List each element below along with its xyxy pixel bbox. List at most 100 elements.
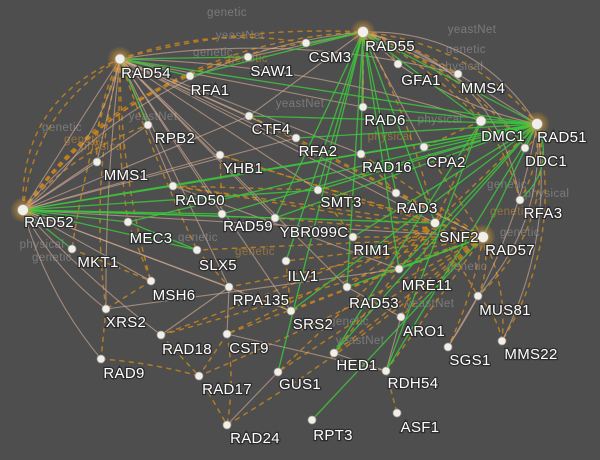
label-CTF4: CTF4 [252, 121, 291, 138]
node-MSH6[interactable] [146, 276, 156, 286]
label-RAD17: RAD17 [202, 381, 252, 398]
edge-RAD52-RAD18 [22, 209, 162, 336]
node-RAD6[interactable] [358, 102, 368, 112]
edge-RAD51-YBR099C [274, 123, 538, 219]
node-CTF4[interactable] [244, 111, 254, 121]
node-MUS81[interactable] [473, 291, 483, 301]
edge-RAD52-RAD50 [22, 185, 174, 211]
node-SAW1[interactable] [243, 52, 253, 62]
edge-MSH6-XRS2 [105, 280, 152, 310]
edge-type-label: genetic [178, 232, 218, 244]
edge-GUS1-RAD24 [226, 371, 279, 426]
node-YBR099C[interactable] [270, 213, 280, 223]
node-CPA2[interactable] [419, 142, 429, 152]
node-RDH54[interactable] [381, 366, 391, 376]
node-RAD59[interactable] [217, 209, 227, 219]
edge-RAD9-RAD17 [100, 358, 200, 377]
edge-RAD54-CSM3 [119, 36, 307, 60]
node-RIM1[interactable] [348, 232, 358, 242]
edge-RAD57-RFA2 [295, 137, 484, 238]
node-SRS2[interactable] [286, 306, 296, 316]
node-DDC1[interactable] [520, 143, 530, 153]
edge-RAD55-SMT3 [317, 31, 364, 191]
edge-RAD57-ILV1 [285, 236, 484, 262]
edge-type-label: physical [81, 141, 126, 153]
label-SMT3: SMT3 [320, 194, 361, 211]
label-RAD24: RAD24 [230, 430, 280, 447]
node-SLX5[interactable] [192, 245, 202, 255]
node-RPB2[interactable] [143, 120, 153, 130]
node-ARO1[interactable] [396, 312, 406, 322]
label-GUS1: GUS1 [279, 376, 321, 393]
edge-MUS81-MMS22 [477, 295, 503, 342]
node-SGS1[interactable] [443, 342, 453, 352]
edge-RAD55-SNF2 [362, 31, 436, 224]
edge-RAD52-MEC3 [22, 209, 129, 223]
node-RFA2[interactable] [291, 133, 301, 143]
node-RAD57[interactable] [477, 231, 489, 243]
node-RFA1[interactable] [185, 71, 195, 81]
node-RAD17[interactable] [194, 371, 204, 381]
node-RAD50[interactable] [168, 181, 178, 191]
edge-RAD55-RAD51 [362, 31, 538, 125]
node-RFA3[interactable] [515, 195, 525, 205]
node-DMC1[interactable] [475, 115, 487, 127]
node-RAD51[interactable] [531, 118, 543, 130]
edge-RAD52-MSH6 [22, 209, 152, 282]
label-RAD57: RAD57 [485, 242, 535, 259]
edge-RAD54-RAD16 [119, 58, 362, 155]
edge-RAD51-RAD16 [360, 123, 538, 155]
edge-SNF2-HED1 [333, 222, 436, 354]
node-SNF2[interactable] [430, 218, 440, 228]
node-RPT3[interactable] [307, 415, 317, 425]
node-RAD3[interactable] [391, 188, 401, 198]
edge-RAD51-MMS4 [457, 73, 538, 125]
node-MRE11[interactable] [394, 264, 404, 274]
edge-RAD51-GFA1 [397, 63, 538, 125]
node-RAD52[interactable] [17, 204, 29, 216]
node-GFA1[interactable] [393, 59, 403, 69]
edge-RAD52-RAD9 [22, 209, 102, 360]
node-RAD54[interactable] [114, 53, 126, 65]
label-MRE11: MRE11 [402, 277, 452, 294]
node-ILV1[interactable] [281, 256, 291, 266]
node-SMT3[interactable] [313, 185, 323, 195]
label-RFA1: RFA1 [191, 82, 230, 99]
edge-SNF2-GUS1 [277, 222, 436, 373]
node-MMS1[interactable] [92, 157, 102, 167]
node-XRS2[interactable] [101, 304, 111, 314]
edge-type-label: genetic [329, 316, 369, 328]
edge-RAD51-MMS22 [501, 123, 546, 342]
node-ASF1[interactable] [392, 408, 402, 418]
node-GUS1[interactable] [273, 367, 283, 377]
label-ILV1: ILV1 [288, 268, 319, 285]
edge-RAD55-RAD3 [362, 31, 397, 194]
label-MMS22: MMS22 [504, 346, 557, 363]
node-MEC3[interactable] [123, 217, 133, 227]
node-YHB1[interactable] [215, 150, 225, 160]
edge-RAD55-CPA2 [362, 31, 425, 148]
node-MMS4[interactable] [453, 69, 463, 79]
node-RAD24[interactable] [222, 420, 232, 430]
node-RAD53[interactable] [342, 282, 352, 292]
edge-RAD57-ARO1 [400, 236, 484, 318]
node-RAD18[interactable] [156, 330, 166, 340]
edge-RAD54-RPA135 [119, 58, 230, 288]
node-RAD9[interactable] [96, 354, 106, 364]
node-CSM3[interactable] [301, 38, 311, 48]
node-MKT1[interactable] [67, 244, 77, 254]
label-SAW1: SAW1 [250, 63, 293, 80]
edge-RAD55-MRE11 [362, 31, 400, 270]
edge-type-label: yeastNet [448, 24, 497, 36]
node-RPA135[interactable] [224, 282, 234, 292]
edge-RAD55-YBR099C [274, 31, 364, 219]
node-RAD55[interactable] [357, 26, 369, 38]
edge-RAD52-RAD57 [22, 209, 484, 238]
label-ASF1: ASF1 [401, 419, 440, 436]
node-RAD16[interactable] [356, 149, 366, 159]
node-CST9[interactable] [222, 329, 232, 339]
node-HED1[interactable] [329, 348, 339, 358]
label-RDH54: RDH54 [388, 375, 439, 392]
node-MMS22[interactable] [497, 336, 507, 346]
